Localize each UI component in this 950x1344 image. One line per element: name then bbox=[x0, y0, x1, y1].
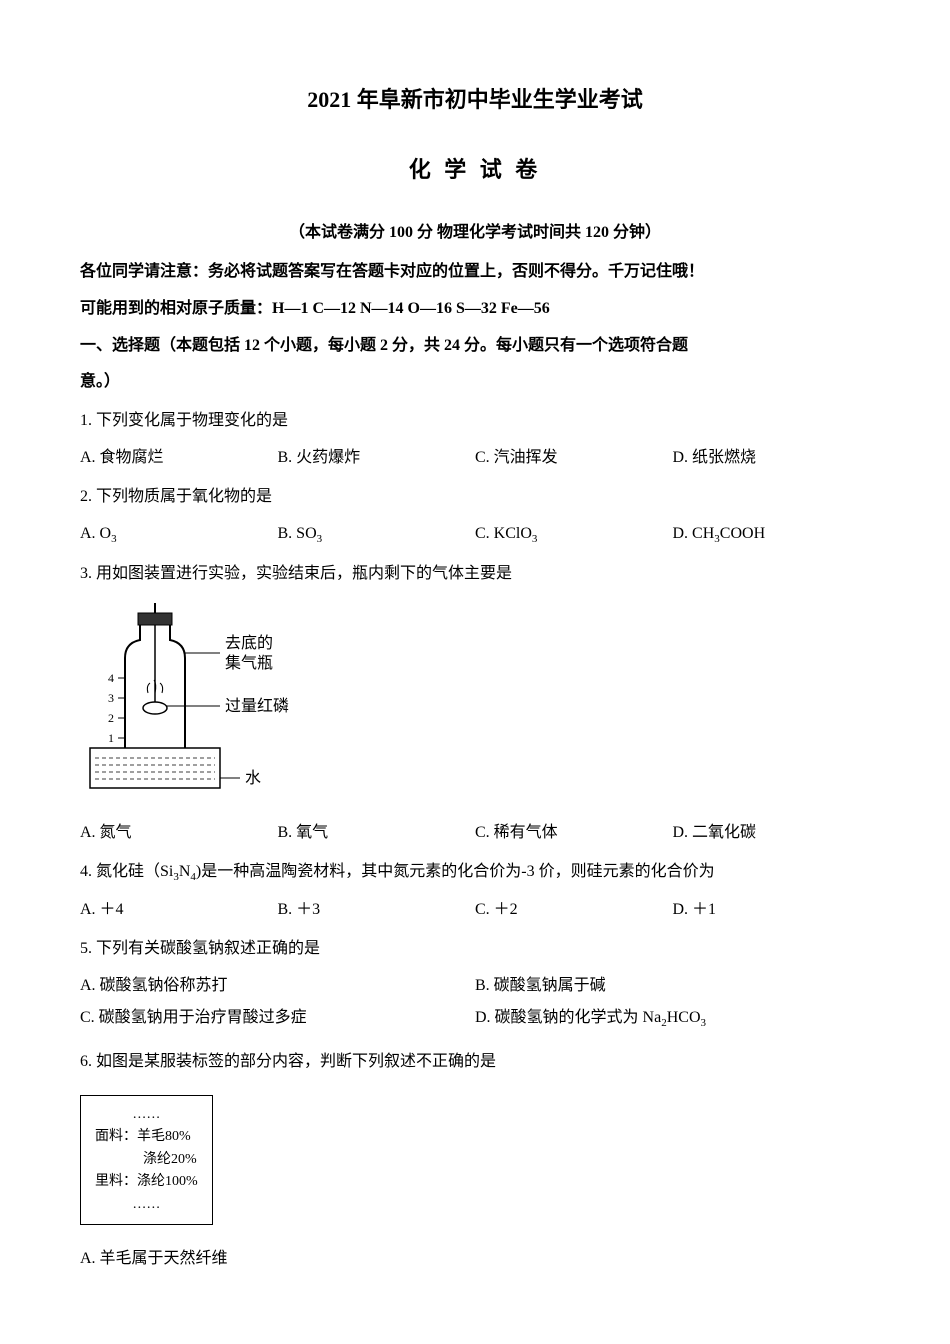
svg-text:1: 1 bbox=[108, 731, 114, 745]
diagram-label-water: 水 bbox=[245, 769, 261, 787]
exam-title: 2021 年阜新市初中毕业生学业考试 bbox=[80, 80, 870, 120]
q5-option-c: C. 碳酸氢钠用于治疗胃酸过多症 bbox=[80, 1004, 475, 1034]
q3-option-b: B. 氧气 bbox=[278, 819, 476, 848]
q4-option-d: D. ＋1 bbox=[673, 896, 871, 925]
q1-option-d: D. 纸张燃烧 bbox=[673, 444, 871, 473]
question-2-text: 2. 下列物质属于氧化物的是 bbox=[80, 483, 870, 512]
diagram-label-bottle: 集气瓶 bbox=[225, 654, 273, 672]
q4-option-b: B. ＋3 bbox=[278, 896, 476, 925]
q2-c-sub: 3 bbox=[532, 533, 538, 545]
q2-option-d: D. CH3COOH bbox=[673, 520, 871, 550]
q5-option-b: B. 碳酸氢钠属于碱 bbox=[475, 972, 870, 1001]
clothing-label: …… 面料：羊毛80% 涤纶20% 里料：涤纶100% …… bbox=[80, 1095, 213, 1225]
svg-text:3: 3 bbox=[108, 691, 114, 705]
atomic-mass: 可能用到的相对原子质量：H—1 C—12 N—14 O—16 S—32 Fe—5… bbox=[80, 295, 870, 324]
label-dots-bottom: …… bbox=[95, 1194, 198, 1216]
section-heading-line2: 意。） bbox=[80, 368, 870, 397]
q3-diagram: 4 3 2 1 去底的 集气瓶 过量红磷 水 bbox=[80, 598, 870, 809]
q5-option-d: D. 碳酸氢钠的化学式为 Na2HCO3 bbox=[475, 1004, 870, 1034]
question-1-text: 1. 下列变化属于物理变化的是 bbox=[80, 407, 870, 436]
question-4-text: 4. 氮化硅（Si3N4)是一种高温陶瓷材料，其中氮元素的化合价为-3 价，则硅… bbox=[80, 858, 870, 888]
apparatus-svg: 4 3 2 1 去底的 集气瓶 过量红磷 水 bbox=[80, 598, 320, 798]
q2-b-sub: 3 bbox=[317, 533, 323, 545]
diagram-label-top: 去底的 bbox=[225, 634, 273, 652]
label-line1: 面料：羊毛80% bbox=[95, 1126, 198, 1148]
q3-option-d: D. 二氧化碳 bbox=[673, 819, 871, 848]
question-5-options: A. 碳酸氢钠俗称苏打 B. 碳酸氢钠属于碱 C. 碳酸氢钠用于治疗胃酸过多症 … bbox=[80, 972, 870, 1039]
label-line2: 涤纶20% bbox=[95, 1149, 198, 1171]
question-5-text: 5. 下列有关碳酸氢钠叙述正确的是 bbox=[80, 935, 870, 964]
exam-notice: 各位同学请注意：务必将试题答案写在答题卡对应的位置上，否则不得分。千万记住哦！ bbox=[80, 258, 870, 287]
q1-option-a: A. 食物腐烂 bbox=[80, 444, 278, 473]
exam-subtitle: 化 学 试 卷 bbox=[80, 150, 870, 190]
question-3-options: A. 氮气 B. 氧气 C. 稀有气体 D. 二氧化碳 bbox=[80, 819, 870, 848]
question-1-options: A. 食物腐烂 B. 火药爆炸 C. 汽油挥发 D. 纸张燃烧 bbox=[80, 444, 870, 473]
q2-a-prefix: A. O bbox=[80, 525, 111, 542]
diagram-label-phos: 过量红磷 bbox=[225, 697, 289, 715]
label-dots-top: …… bbox=[95, 1104, 198, 1126]
question-3-text: 3. 用如图装置进行实验，实验结束后，瓶内剩下的气体主要是 bbox=[80, 560, 870, 589]
q2-d-prefix: D. CH bbox=[673, 525, 715, 542]
q2-option-b: B. SO3 bbox=[278, 520, 476, 550]
q2-option-a: A. O3 bbox=[80, 520, 278, 550]
q2-b-prefix: B. SO bbox=[278, 525, 317, 542]
svg-text:2: 2 bbox=[108, 711, 114, 725]
q2-c-prefix: C. KClO bbox=[475, 525, 532, 542]
q5-option-a: A. 碳酸氢钠俗称苏打 bbox=[80, 972, 475, 1001]
section-heading-line1: 一、选择题（本题包括 12 个小题，每小题 2 分，共 24 分。每小题只有一个… bbox=[80, 332, 870, 361]
q4-text-p2: N bbox=[179, 863, 191, 880]
svg-text:4: 4 bbox=[108, 671, 114, 685]
q5-d-p2: HCO bbox=[667, 1009, 701, 1026]
q4-option-c: C. ＋2 bbox=[475, 896, 673, 925]
question-6-text: 6. 如图是某服装标签的部分内容，判断下列叙述不正确的是 bbox=[80, 1048, 870, 1077]
q2-a-sub: 3 bbox=[111, 533, 117, 545]
question-2-options: A. O3 B. SO3 C. KClO3 D. CH3COOH bbox=[80, 520, 870, 550]
q5-d-p1: D. 碳酸氢钠的化学式为 Na bbox=[475, 1009, 661, 1026]
q3-option-c: C. 稀有气体 bbox=[475, 819, 673, 848]
q2-d-suffix: COOH bbox=[720, 525, 765, 542]
q4-text-p3: )是一种高温陶瓷材料，其中氮元素的化合价为-3 价，则硅元素的化合价为 bbox=[196, 863, 715, 880]
q4-option-a: A. ＋4 bbox=[80, 896, 278, 925]
label-line3: 里料：涤纶100% bbox=[95, 1171, 198, 1193]
q3-option-a: A. 氮气 bbox=[80, 819, 278, 848]
exam-info: （本试卷满分 100 分 物理化学考试时间共 120 分钟） bbox=[80, 219, 870, 248]
q5-d-sub2: 3 bbox=[701, 1018, 707, 1030]
q2-option-c: C. KClO3 bbox=[475, 520, 673, 550]
q6-option-a: A. 羊毛属于天然纤维 bbox=[80, 1245, 870, 1274]
q1-option-c: C. 汽油挥发 bbox=[475, 444, 673, 473]
q1-option-b: B. 火药爆炸 bbox=[278, 444, 476, 473]
q4-text-p1: 4. 氮化硅（Si bbox=[80, 863, 173, 880]
question-4-options: A. ＋4 B. ＋3 C. ＋2 D. ＋1 bbox=[80, 896, 870, 925]
